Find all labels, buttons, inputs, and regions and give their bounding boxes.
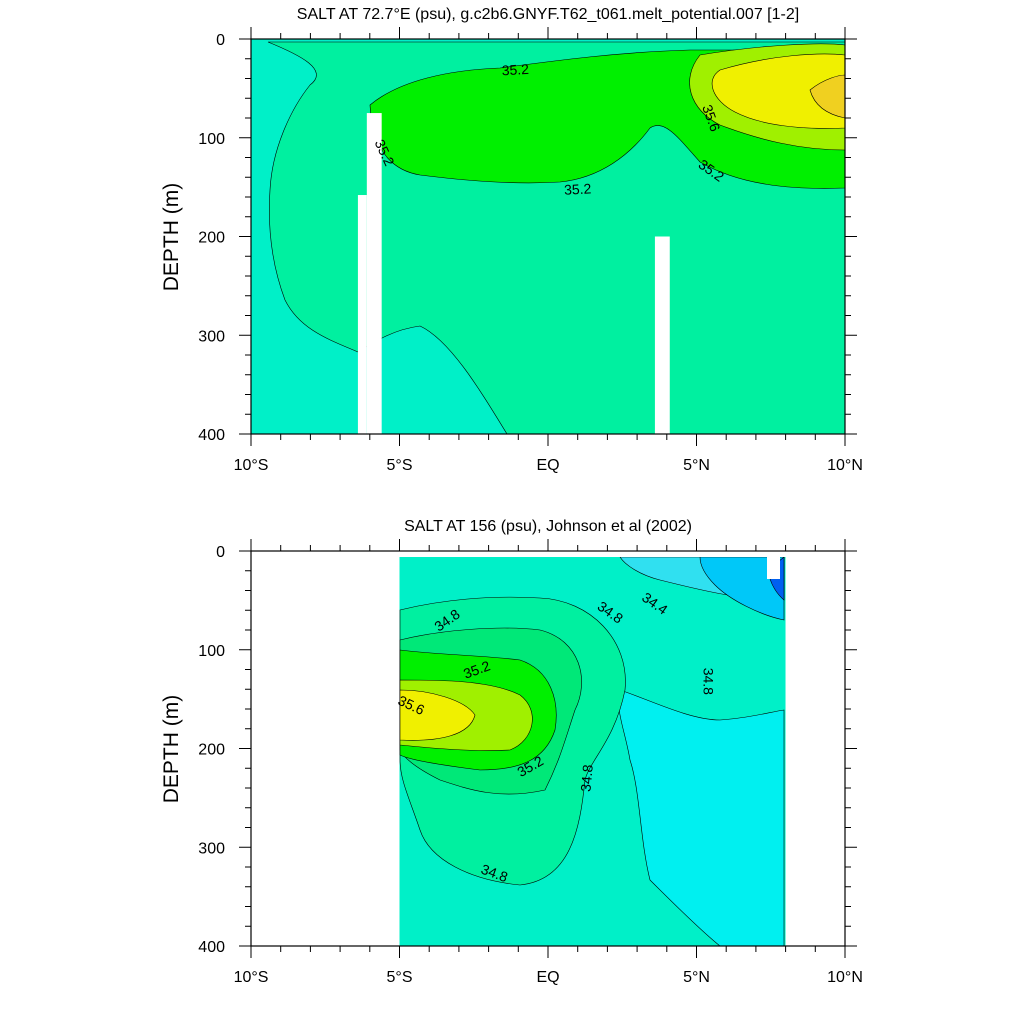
contour-label: 35.2 — [501, 61, 529, 78]
y-axis-label: DEPTH (m) — [160, 183, 183, 292]
x-tick-label: EQ — [536, 457, 559, 474]
contour-label: 34.8 — [700, 668, 716, 695]
panel-title: SALT AT 156 (psu), Johnson et al (2002) — [404, 518, 692, 535]
observed-salinity-panel: SALT AT 156 (psu), Johnson et al (2002) … — [160, 518, 863, 986]
y-axis-label: DEPTH (m) — [160, 695, 183, 804]
y-tick-label: 0 — [216, 544, 225, 561]
y-tick-label: 400 — [198, 427, 225, 444]
missing-data-column — [366, 113, 382, 434]
contour-plot-area: 35.235.235.235.635.2 — [251, 39, 845, 434]
salinity-band-356 — [399, 689, 476, 741]
y-tick-label: 200 — [198, 742, 225, 759]
y-tick-label: 100 — [198, 131, 225, 148]
missing-data-column — [654, 236, 670, 434]
y-tick-label: 300 — [198, 840, 225, 857]
missing-data-column — [767, 557, 780, 579]
x-tick-label: 5°N — [683, 457, 710, 474]
contour-label: 34.8 — [577, 764, 595, 793]
x-tick-label: 5°N — [683, 969, 710, 986]
y-tick-label: 300 — [198, 328, 225, 345]
x-tick-label: 10°N — [827, 969, 863, 986]
x-tick-label: 5°S — [387, 969, 413, 986]
salinity-band-fresher — [699, 557, 785, 621]
y-tick-label: 0 — [216, 32, 225, 49]
x-tick-label: 10°S — [234, 969, 269, 986]
contour-plot-area: 34.8 34.8 34.435.2 34.835.635.2 34.834.8 — [396, 557, 786, 946]
axes: 10°S 5°S EQ 5°N 10°N 0 100 200 300 400 — [198, 539, 863, 986]
contour-fills — [399, 557, 786, 946]
contour-label: 35.2 — [564, 180, 592, 197]
x-tick-label: 10°N — [827, 457, 863, 474]
y-tick-label: 200 — [198, 230, 225, 247]
missing-data-column — [357, 195, 367, 434]
y-tick-label: 400 — [198, 939, 225, 956]
contour-fills — [251, 39, 845, 434]
x-tick-label: EQ — [536, 969, 559, 986]
x-tick-label: 10°S — [234, 457, 269, 474]
y-tick-label: 100 — [198, 643, 225, 660]
axes: 10°S 5°S EQ 5°N 10°N 0 100 200 300 400 — [198, 27, 863, 474]
x-tick-label: 5°S — [387, 457, 413, 474]
model-salinity-panel: SALT AT 72.7°E (psu), g.c2b6.GNYF.T62_t0… — [160, 6, 863, 474]
salinity-band-cyan — [618, 689, 785, 946]
salinity-band-356 — [711, 53, 845, 129]
panel-title: SALT AT 72.7°E (psu), g.c2b6.GNYF.T62_t0… — [297, 6, 799, 23]
salinity-band-357 — [809, 74, 845, 119]
